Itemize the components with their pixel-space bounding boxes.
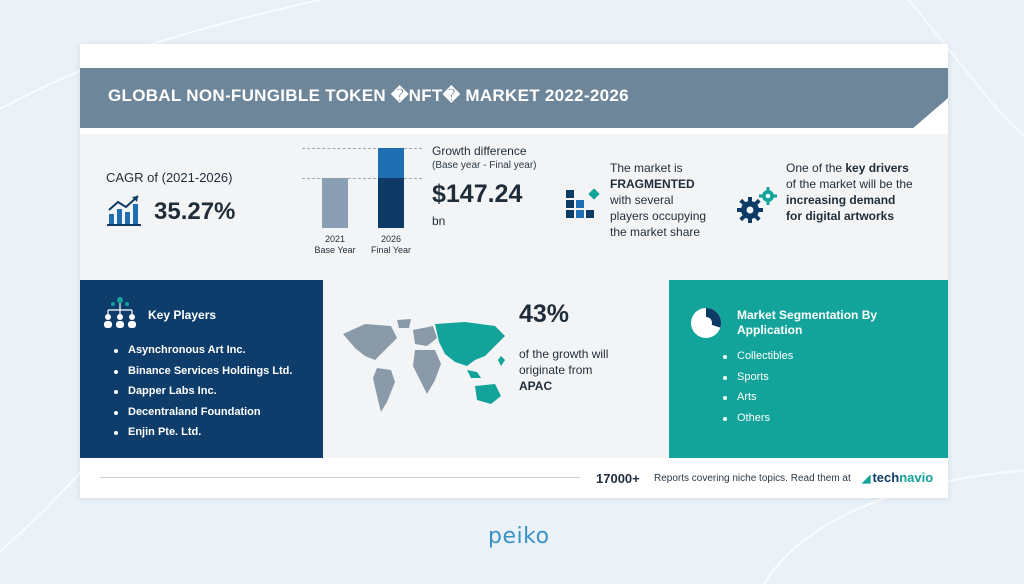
driver-prefix: One of the xyxy=(786,161,846,175)
structure-line-1: The market is xyxy=(610,161,683,175)
cagr-label: CAGR of (2021-2026) xyxy=(106,170,233,185)
key-players-list: Asynchronous Art Inc. Binance Services H… xyxy=(114,344,292,447)
logo-navio-text: navio xyxy=(899,470,934,485)
structure-line-5: the market share xyxy=(610,225,701,239)
peiko-logo[interactable]: peiko xyxy=(488,524,550,549)
driver-middle: of the market will be the xyxy=(786,177,913,191)
driver-key: key drivers xyxy=(845,161,909,175)
segmentation-title: Market Segmentation By Application xyxy=(737,308,878,337)
growth-difference-subtitle: (Base year - Final year) xyxy=(432,160,537,171)
logo-tech-text: tech xyxy=(872,470,900,485)
list-item: Collectibles xyxy=(723,350,793,371)
dashed-guide-mid xyxy=(302,178,422,179)
world-map-image xyxy=(343,319,505,412)
footer-text: Reports covering niche topics. Read them… xyxy=(654,473,851,484)
fragmented-blocks-icon xyxy=(566,188,600,218)
segmentation-panel: Market Segmentation By Application Colle… xyxy=(669,280,948,458)
summary-section: CAGR of (2021-2026) 35.27% 2021 Base Yea… xyxy=(80,134,948,280)
list-item: Dapper Labs Inc. xyxy=(114,385,292,406)
pie-chart-icon xyxy=(691,307,722,338)
list-item: Enjin Pte. Ltd. xyxy=(114,426,292,447)
bar-2026-base xyxy=(378,178,404,228)
year-2026: 2026 xyxy=(380,234,402,244)
bar-2026-growth xyxy=(378,148,404,178)
technavio-logo[interactable]: ◢ technavio xyxy=(862,470,933,485)
technavio-mark-icon: ◢ xyxy=(862,473,871,485)
cagr-value: 35.27% xyxy=(154,198,236,225)
region-percent: 43% xyxy=(519,300,570,328)
key-players-title: Key Players xyxy=(148,308,217,322)
structure-emphasis: FRAGMENTED xyxy=(610,177,695,191)
driver-emphasis-1: increasing demand xyxy=(786,193,896,207)
title-banner: GLOBAL NON-FUNGIBLE TOKEN �NFT� MARKET 2… xyxy=(80,68,948,128)
label-2021: 2021 Base Year xyxy=(305,234,365,256)
structure-line-4: players occupying xyxy=(610,209,707,223)
list-item: Binance Services Holdings Ltd. xyxy=(114,365,292,386)
growth-chart-icon xyxy=(107,195,141,226)
list-item: Sports xyxy=(723,371,793,392)
gears-icon xyxy=(737,187,777,223)
page-title: GLOBAL NON-FUNGIBLE TOKEN �NFT� MARKET 2… xyxy=(108,86,629,105)
dashed-guide-top xyxy=(302,148,422,149)
list-item: Others xyxy=(723,412,793,433)
segmentation-list: Collectibles Sports Arts Others xyxy=(723,350,793,432)
regional-growth-panel: 43% of the growth will originate from AP… xyxy=(323,280,669,458)
key-players-panel: Key Players Asynchronous Art Inc. Binanc… xyxy=(80,280,323,458)
bar-2021 xyxy=(322,178,348,228)
growth-difference-title: Growth difference xyxy=(432,144,527,158)
people-network-icon xyxy=(104,297,136,328)
report-count: 17000+ xyxy=(596,471,640,486)
footer: 17000+ Reports covering niche topics. Re… xyxy=(80,458,948,498)
growth-value: $147.24 xyxy=(432,180,523,208)
label-2026: 2026 Final Year xyxy=(361,234,421,256)
infographic-card: GLOBAL NON-FUNGIBLE TOKEN �NFT� MARKET 2… xyxy=(80,44,948,498)
region-name: APAC xyxy=(519,379,553,393)
year-2021: 2021 xyxy=(324,234,346,244)
list-item: Arts xyxy=(723,391,793,412)
base-year-label: Base Year xyxy=(314,245,356,255)
region-text: of the growth will originate from APAC xyxy=(519,346,659,394)
final-year-label: Final Year xyxy=(370,245,412,255)
market-structure-text: The market is FRAGMENTED with several pl… xyxy=(610,160,740,240)
key-driver-text: One of the key drivers of the market wil… xyxy=(786,160,946,224)
list-item: Asynchronous Art Inc. xyxy=(114,344,292,365)
region-line-2: originate from xyxy=(519,363,593,377)
growth-unit: bn xyxy=(432,214,446,228)
list-item: Decentraland Foundation xyxy=(114,406,292,427)
base-final-year-chart: 2021 Base Year 2026 Final Year xyxy=(302,140,432,270)
driver-emphasis-2: for digital artworks xyxy=(786,209,895,223)
structure-line-3: with several xyxy=(610,193,674,207)
region-line-1: of the growth will xyxy=(519,347,609,361)
footer-divider xyxy=(100,477,580,478)
